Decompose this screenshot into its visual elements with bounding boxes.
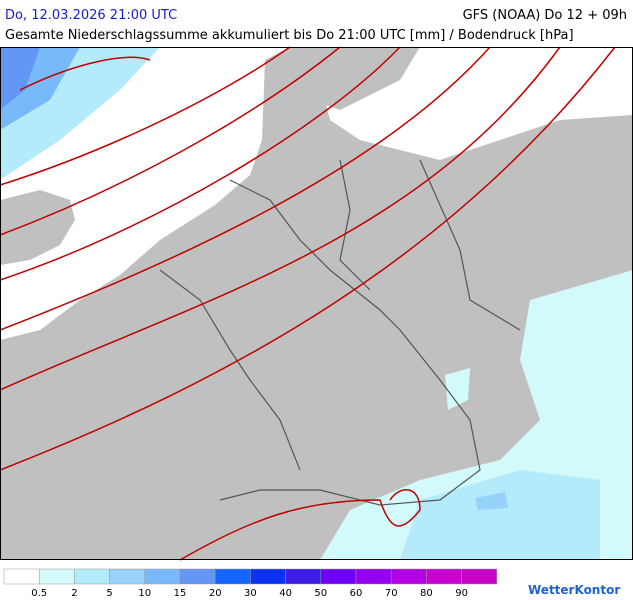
precip	[475, 492, 508, 510]
legend-swatch	[144, 568, 181, 585]
legend-swatch	[355, 568, 392, 585]
legend-label: 5	[106, 588, 112, 599]
legend-label: 15	[174, 588, 187, 599]
borders	[159, 159, 521, 506]
legend-label: 40	[279, 588, 292, 599]
map	[0, 46, 633, 561]
legend-swatch	[390, 568, 427, 585]
precip	[0, 47, 40, 110]
legend-swatch	[179, 568, 216, 585]
legend-swatch	[250, 568, 286, 585]
datetime: Do, 12.03.2026 21:00 UTC	[5, 8, 177, 23]
legend: 0.5 2 5 10 15 20 30 40 50 60 70 80 90	[3, 568, 498, 599]
land-gb	[0, 190, 75, 265]
legend-label: 0.5	[31, 588, 47, 599]
model-run: GFS (NOAA) Do 12 + 09h	[463, 8, 627, 23]
legend-swatch	[74, 568, 110, 585]
legend-swatch	[285, 568, 322, 585]
isobars	[0, 46, 616, 561]
legend-swatch	[38, 568, 75, 585]
legend-swatch	[214, 568, 251, 585]
legend-label: 90	[455, 588, 468, 599]
legend-label: 70	[385, 588, 398, 599]
legend-label: 20	[209, 588, 222, 599]
precip	[445, 368, 470, 410]
legend-swatch	[3, 568, 40, 585]
subtitle: Gesamte Niederschlagssumme akkumuliert b…	[5, 28, 574, 43]
legend-label: 30	[244, 588, 257, 599]
legend-label: 2	[71, 588, 77, 599]
legend-swatch	[461, 568, 498, 585]
legend-label: 80	[420, 588, 433, 599]
land-dk	[300, 47, 420, 110]
legend-swatch	[426, 568, 462, 585]
legend-swatch	[109, 568, 146, 585]
legend-swatch	[320, 568, 357, 585]
legend-label: 50	[314, 588, 327, 599]
legend-label: 60	[350, 588, 363, 599]
legend-label: 10	[138, 588, 151, 599]
brand: WetterKontor	[528, 583, 620, 597]
